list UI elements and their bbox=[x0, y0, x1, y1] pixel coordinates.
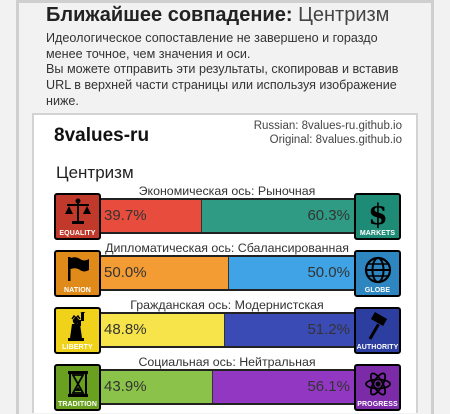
globe-percent: 50.0% bbox=[307, 264, 350, 281]
authority-label: AUTHORITY bbox=[356, 344, 399, 351]
axis-bar: 39.7% 60.3% bbox=[101, 198, 354, 234]
nation-bar: 50.0% bbox=[101, 257, 228, 289]
globe-label: GLOBE bbox=[364, 287, 391, 294]
axis-bar: 48.8% 51.2% bbox=[101, 312, 354, 348]
scales-icon bbox=[64, 198, 91, 224]
markets-bar: 60.3% bbox=[201, 200, 354, 232]
credits: Russian: 8values-ru.github.io Original: … bbox=[254, 119, 402, 147]
axis-economic: Экономическая ось: Рыночная EQUALITY 39.… bbox=[34, 184, 420, 242]
axis-title: Дипломатическая ось: Сбалансированная bbox=[105, 241, 349, 255]
axis-diplomatic: Дипломатическая ось: Сбалансированная NA… bbox=[34, 241, 420, 299]
disclaimer-text: Идеологическое сопоставление не завершен… bbox=[46, 31, 378, 61]
results-image-card: 8values-ru Russian: 8values-ru.github.io… bbox=[32, 113, 418, 413]
tradition-icon-box: TRADITION bbox=[54, 364, 101, 411]
globe-bar: 50.0% bbox=[227, 257, 354, 289]
nation-percent: 50.0% bbox=[104, 264, 147, 281]
authority-bar: 51.2% bbox=[224, 314, 354, 346]
axis-social: Социальная ось: Нейтральная TRADITION 43… bbox=[34, 355, 420, 413]
results-frame bbox=[16, 0, 434, 414]
equality-icon-box: EQUALITY bbox=[54, 193, 101, 240]
tradition-label: TRADITION bbox=[57, 401, 97, 408]
credit-russian: Russian: 8values-ru.github.io bbox=[253, 120, 402, 132]
axis-title: Экономическая ось: Рыночная bbox=[138, 184, 316, 198]
liberty-icon-box: LIBERTY bbox=[54, 307, 101, 354]
nation-label: NATION bbox=[64, 287, 91, 294]
tradition-percent: 43.9% bbox=[104, 378, 147, 395]
equality-bar: 39.7% bbox=[101, 200, 202, 232]
equality-label: EQUALITY bbox=[59, 230, 96, 237]
liberty-percent: 48.8% bbox=[104, 321, 147, 338]
frame-top-edge bbox=[16, 0, 434, 3]
dollar-icon: $ bbox=[368, 198, 387, 228]
closest-match-label: Ближайшее совпадение: bbox=[46, 4, 293, 26]
credit-original: Original: 8values.github.io bbox=[269, 134, 402, 146]
progress-percent: 56.1% bbox=[307, 378, 350, 395]
site-name: 8values-ru bbox=[54, 125, 150, 146]
hourglass-icon bbox=[67, 371, 88, 397]
progress-label: PROGRESS bbox=[357, 401, 398, 408]
tradition-bar: 43.9% bbox=[101, 371, 213, 403]
axis-bar: 43.9% 56.1% bbox=[101, 369, 354, 405]
ideology-name: Центризм bbox=[56, 163, 134, 182]
liberty-label: LIBERTY bbox=[62, 344, 93, 351]
progress-icon-box: PROGRESS bbox=[354, 364, 401, 411]
authority-percent: 51.2% bbox=[307, 321, 350, 338]
share-instructions-text: Вы можете отправить эти результаты, скоп… bbox=[46, 62, 399, 108]
markets-percent: 60.3% bbox=[307, 207, 350, 224]
flag-icon bbox=[67, 257, 89, 281]
equality-percent: 39.7% bbox=[104, 207, 147, 224]
closest-match-value: Центризм bbox=[298, 4, 390, 26]
liberty-bar: 48.8% bbox=[101, 314, 225, 346]
closest-match-heading: Ближайшее совпадение: Центризм bbox=[46, 2, 389, 28]
axis-title: Гражданская ось: Модернистская bbox=[130, 298, 324, 312]
progress-bar: 56.1% bbox=[212, 371, 354, 403]
globe-icon bbox=[364, 256, 391, 284]
atom-icon bbox=[364, 372, 391, 396]
authority-icon-box: AUTHORITY bbox=[354, 307, 401, 354]
axis-civil: Гражданская ось: Модернистская LIBERTY 4… bbox=[34, 298, 420, 356]
markets-label: MARKETS bbox=[359, 230, 396, 237]
gavel-icon bbox=[368, 312, 387, 340]
nation-icon-box: NATION bbox=[54, 250, 101, 297]
svg-text:$: $ bbox=[368, 198, 387, 228]
axis-title: Социальная ось: Нейтральная bbox=[138, 355, 316, 369]
markets-icon-box: $ MARKETS bbox=[354, 193, 401, 240]
axis-bar: 50.0% 50.0% bbox=[101, 255, 354, 291]
globe-icon-box: GLOBE bbox=[354, 250, 401, 297]
liberty-statue-icon bbox=[67, 312, 85, 341]
